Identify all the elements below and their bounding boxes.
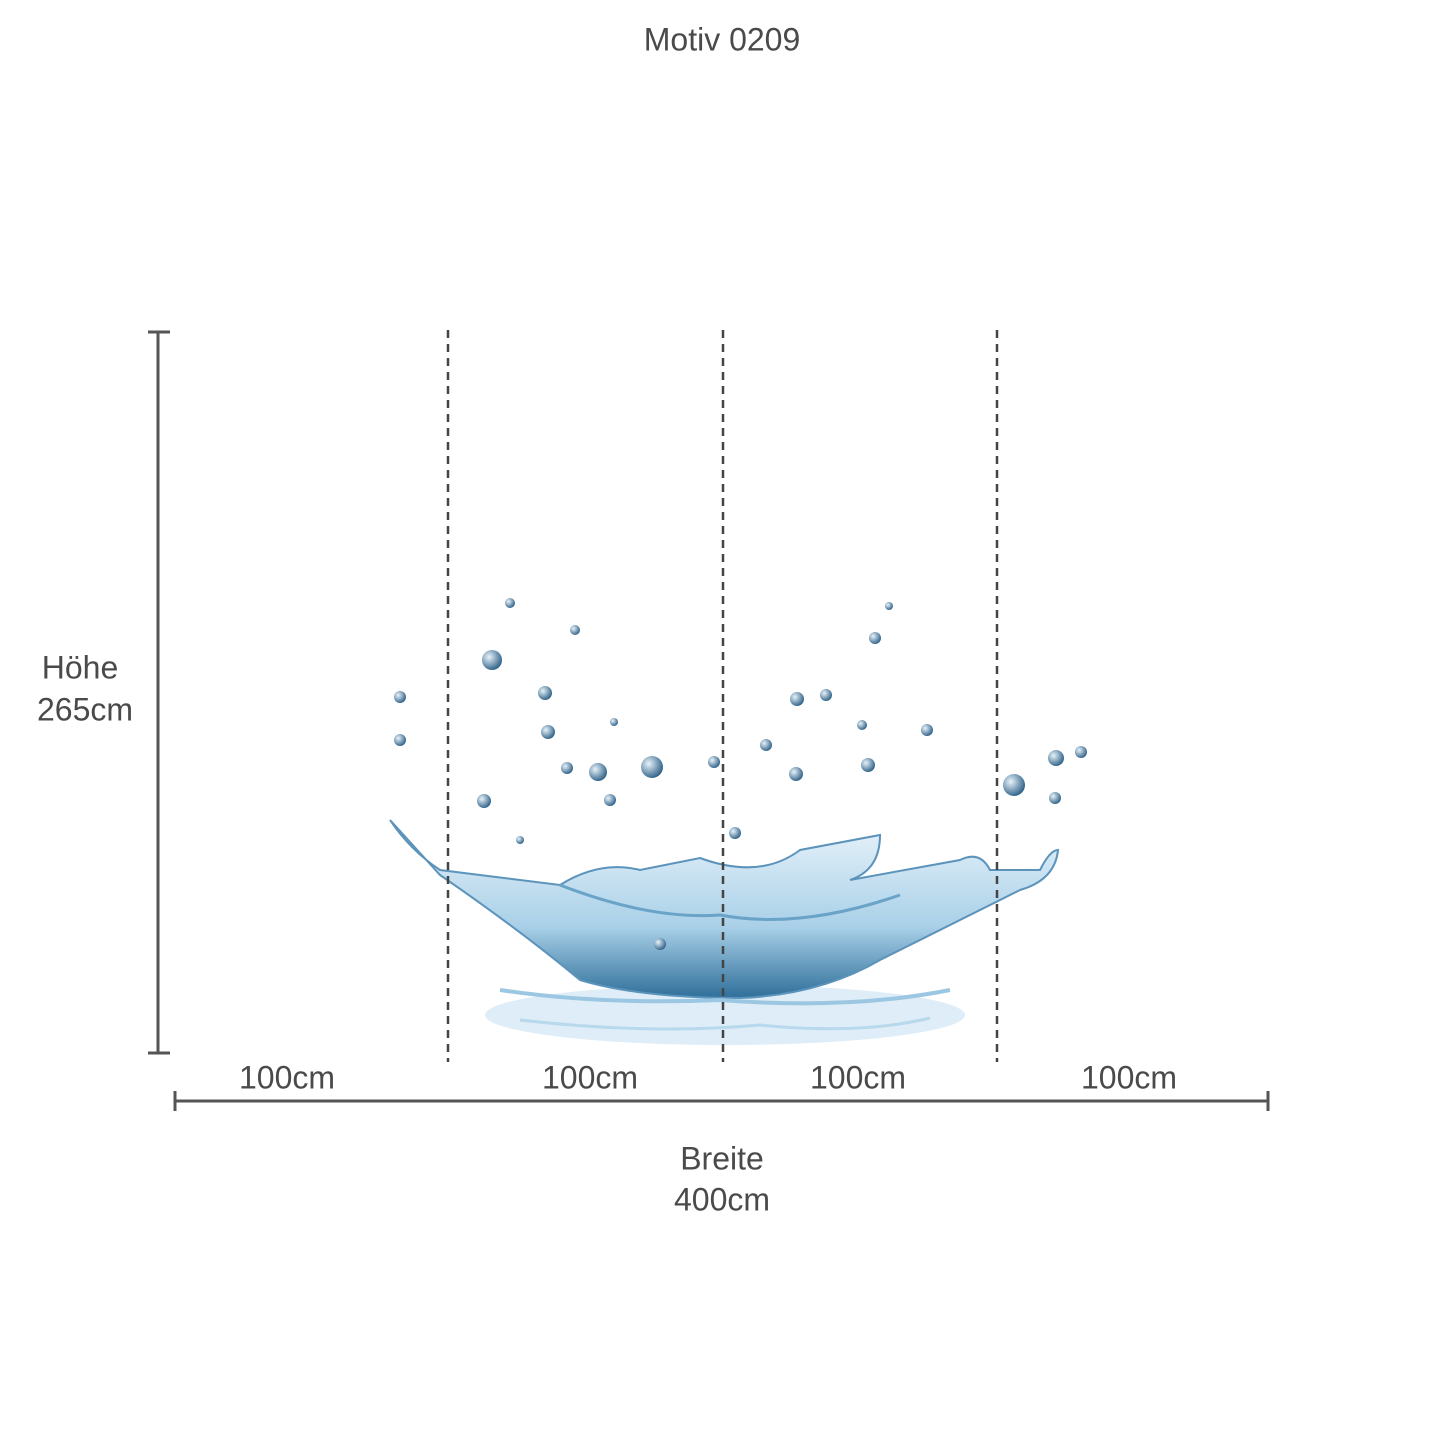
- panel-width: 100cm: [239, 1059, 335, 1095]
- height-value: 265cm: [37, 691, 133, 727]
- width-measure: [173, 1091, 1270, 1111]
- panel-width: 100cm: [1081, 1059, 1177, 1095]
- height-label: Höhe: [42, 649, 119, 685]
- height-measure: [148, 330, 170, 1055]
- panel-width: 100cm: [810, 1059, 906, 1095]
- width-label: Breite: [680, 1140, 764, 1176]
- panel-width: 100cm: [542, 1059, 638, 1095]
- title: Motiv 0209: [644, 21, 801, 57]
- splash-image: [389, 598, 1087, 1045]
- width-value: 400cm: [674, 1181, 770, 1217]
- panel-dividers: [446, 330, 999, 1062]
